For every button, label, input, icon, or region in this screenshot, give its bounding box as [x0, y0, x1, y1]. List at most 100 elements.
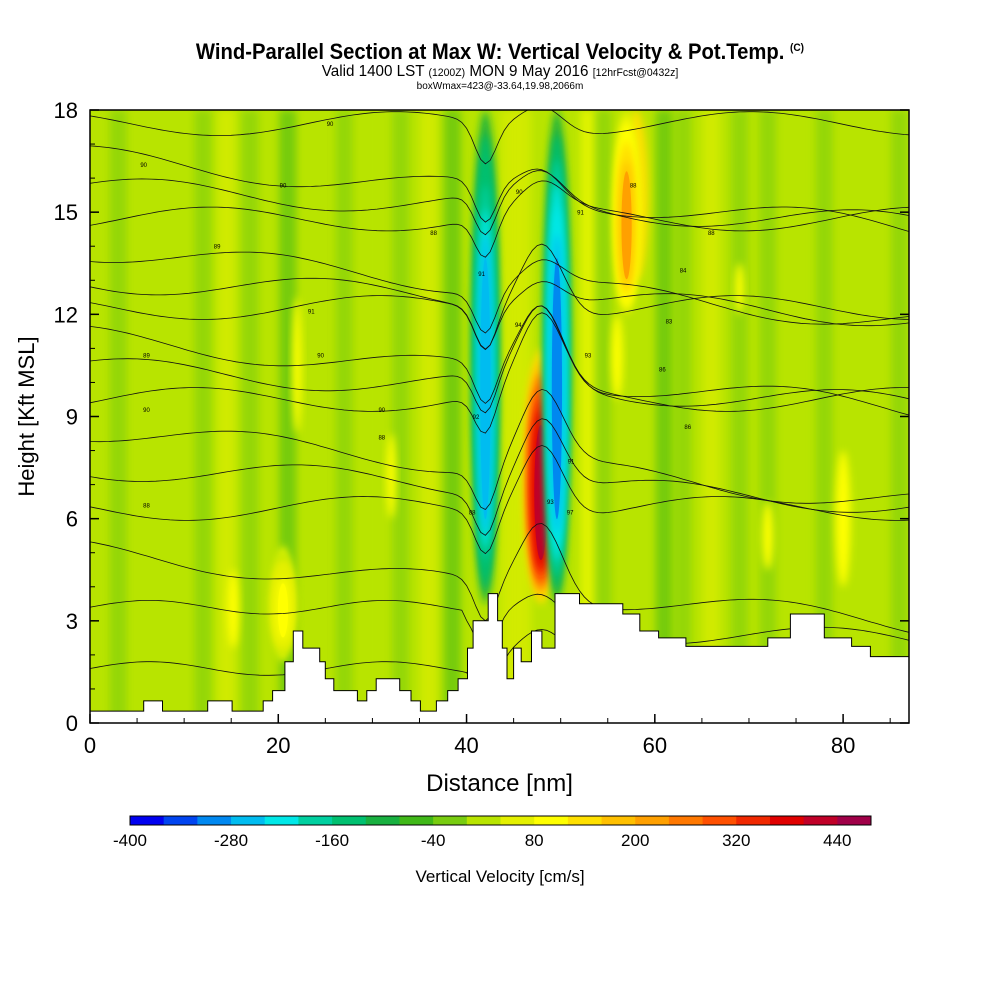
theta-contour — [90, 388, 909, 511]
colorbar-swatch — [769, 816, 805, 825]
velocity-band — [891, 110, 909, 723]
theta-contour-label: 91 — [577, 211, 584, 217]
velocity-band — [594, 110, 612, 723]
theta-contour-label: 90 — [280, 183, 287, 189]
colorbar-swatch — [837, 816, 872, 825]
theta-contour — [90, 170, 909, 236]
colorbar-swatch — [197, 816, 232, 825]
updraft-patch — [386, 433, 396, 519]
theta-contour-label: 88 — [630, 183, 637, 189]
x-tick-label: 60 — [643, 733, 667, 758]
colorbar-swatch — [365, 816, 400, 825]
theta-contour-label: 83 — [666, 320, 673, 326]
theta-contour-label: 89 — [214, 245, 221, 251]
colorbar-frame — [129, 815, 872, 826]
velocity-feature — [480, 258, 491, 520]
velocity-band — [307, 110, 325, 723]
theta-contour-label: 84 — [680, 269, 687, 275]
colorbar-swatch — [702, 816, 737, 825]
updraft-patch — [835, 450, 851, 587]
updraft-patch — [762, 501, 774, 570]
colorbar-swatch — [332, 816, 367, 825]
velocity-band — [392, 110, 410, 723]
velocity-feature — [621, 171, 632, 280]
colorbar-tick-label: 440 — [823, 831, 851, 850]
theta-contour-label: 90 — [327, 122, 334, 128]
y-tick-label: 9 — [66, 405, 78, 430]
colorbar-tick-label: -160 — [315, 831, 349, 850]
updraft-patch — [611, 314, 623, 400]
colorbar-swatch — [736, 816, 771, 825]
theta-contours — [90, 110, 909, 702]
terrain — [89, 593, 910, 724]
colorbar-swatch — [601, 816, 636, 825]
colorbar-tick-label: -400 — [113, 831, 147, 850]
velocity-band — [655, 110, 673, 723]
velocity-band — [759, 110, 777, 723]
velocity-band — [500, 110, 518, 723]
colorbar-swatch — [163, 816, 198, 825]
velocity-band — [156, 110, 174, 723]
theta-contour-label: 91 — [308, 309, 315, 315]
chart-subtitle: Valid 1400 LST (1200Z) MON 9 May 2016 [1… — [25, 64, 975, 81]
velocity-band — [702, 110, 720, 723]
box-wmax-info: boxWmax=423@-33.64,19.98,2066m — [416, 81, 584, 92]
velocity-band — [194, 110, 212, 723]
colorbar-swatch — [567, 816, 603, 825]
colorbar-tick-label: 320 — [722, 831, 750, 850]
contour-labels: 88 88 90 90 89 90 91 89 88 90 90 90 91 90 91 88 88 84 83 86… — [140, 122, 715, 516]
colorbar-swatch — [130, 816, 165, 825]
theta-contour-label: 90 — [140, 163, 147, 169]
colorbar-swatch — [500, 816, 535, 825]
velocity-band — [241, 110, 259, 723]
theta-contour — [90, 243, 909, 351]
theta-contour-label: 94 — [515, 323, 522, 329]
colorbar-swatch — [803, 816, 838, 825]
theta-contour — [90, 305, 909, 414]
x-tick-label: 80 — [831, 733, 855, 758]
theta-contour — [90, 110, 909, 165]
velocity-band — [731, 110, 749, 723]
theta-contour-label: 93 — [585, 354, 592, 360]
theta-contour-label: 91 — [568, 459, 575, 465]
theta-contour-label: 86 — [659, 367, 666, 373]
y-tick-label: 0 — [66, 711, 78, 736]
colorbar-tick-label: 200 — [621, 831, 649, 850]
velocity-band — [787, 110, 805, 723]
theta-contour-label: 88 — [378, 435, 385, 441]
chart-title-text: Wind-Parallel Section at Max W: Vertical… — [195, 39, 785, 64]
colorbar-swatch — [466, 816, 501, 825]
theta-contour — [90, 305, 909, 416]
colorbar-swatch — [635, 816, 670, 825]
colorbar-swatch — [534, 816, 569, 825]
theta-contour-label: 90 — [143, 408, 150, 414]
theta-contour — [90, 145, 909, 232]
axes: 0 20 40 60 80 0 3 6 9 12 15 18 Distance [nm] Height [… — [14, 98, 909, 797]
colorbar-label: Vertical Velocity [cm/s] — [415, 867, 584, 886]
theta-contour-label: 90 — [516, 190, 523, 196]
velocity-band — [109, 110, 127, 723]
theta-contour — [90, 312, 909, 434]
terrain-profile — [89, 593, 910, 724]
velocity-band — [218, 110, 235, 723]
velocity-band — [815, 110, 833, 723]
forecast-info: [12hrFcst@0432z] — [592, 67, 679, 79]
x-tick-label: 40 — [454, 733, 478, 758]
colorbar: -400 -280 -160 -40 80 200 320 440 Vertical Veloc… — [113, 815, 872, 886]
colorbar-swatch — [433, 816, 468, 825]
colorbar-tick-label: -40 — [421, 831, 446, 850]
utc-time: (1200Z) — [428, 67, 466, 79]
x-tick-label: 0 — [84, 733, 96, 758]
theta-contour — [90, 523, 909, 633]
theta-contour-label: 88 — [430, 231, 437, 237]
theta-contour-label: 97 — [567, 510, 574, 516]
velocity-band — [335, 110, 353, 723]
theta-contour-label: 88 — [143, 504, 150, 510]
y-tick-label: 18 — [54, 98, 78, 123]
y-tick-label: 15 — [54, 200, 78, 225]
velocity-feature — [551, 258, 563, 520]
velocity-band — [853, 110, 871, 723]
y-tick-label: 3 — [66, 609, 78, 634]
theta-contour-label: 86 — [684, 425, 691, 431]
updraft-patch — [734, 263, 745, 315]
